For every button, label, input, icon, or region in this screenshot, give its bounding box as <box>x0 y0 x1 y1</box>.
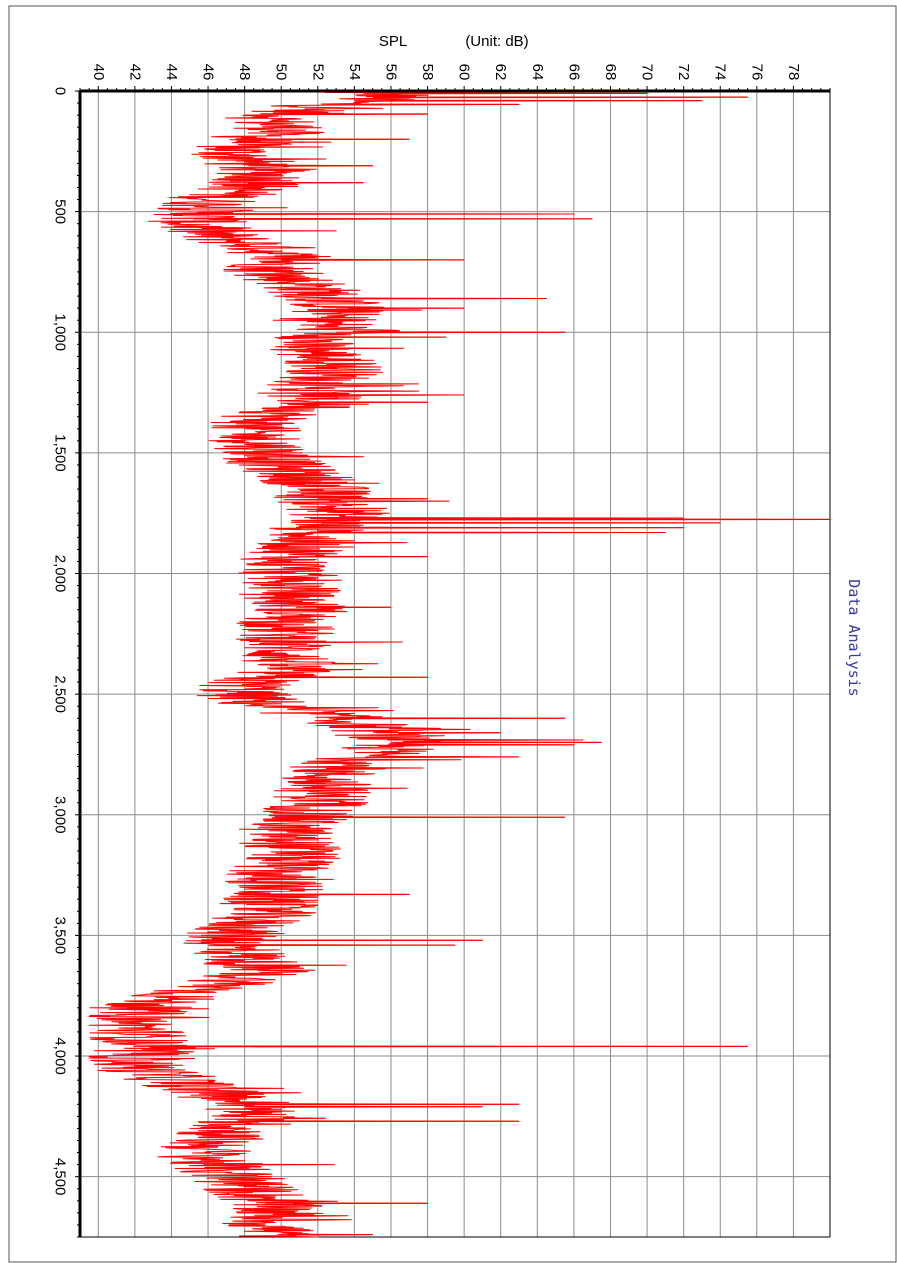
outer-frame <box>8 5 897 1263</box>
time-tick-label: 3,000 <box>52 796 69 834</box>
time-tick-label: 3,500 <box>52 917 69 955</box>
spl-tick-label: 70 <box>639 64 656 81</box>
page-border <box>8 5 897 1263</box>
spl-tick-label: 60 <box>456 64 473 81</box>
spl-series <box>88 90 831 1238</box>
time-tick-label: 2,000 <box>52 555 69 593</box>
spl-tick-label: 56 <box>382 64 399 81</box>
spl-tick-label: 68 <box>602 64 619 81</box>
unit-label: (Unit: dB) <box>465 33 528 50</box>
spl-tick-label: 76 <box>748 64 765 81</box>
spl-tick-label: 66 <box>565 64 582 81</box>
axis-title-spl: SPL <box>379 33 407 50</box>
time-tick-label: 4,500 <box>52 1158 69 1196</box>
tick-labels: 40 42 44 46 48 50 52 54 56 58 60 62 64 66 68 70 72 74 76 78… <box>52 64 802 1196</box>
spl-tick-label: 62 <box>492 64 509 81</box>
spl-tick-label: 64 <box>529 64 546 81</box>
time-tick-label: 2,500 <box>52 675 69 713</box>
spl-tick-label: 46 <box>200 64 217 81</box>
spl-tick-label: 48 <box>236 64 253 81</box>
side-label: Data Analysis <box>845 579 863 696</box>
time-tick-label: 0 <box>52 87 69 95</box>
spl-tick-label: 44 <box>163 64 180 81</box>
spl-tick-label: 52 <box>309 64 326 81</box>
spl-tick-label: 58 <box>419 64 436 81</box>
spl-tick-label: 54 <box>346 64 363 81</box>
time-tick-label: 4,000 <box>52 1037 69 1075</box>
spl-tick-label: 42 <box>126 64 143 81</box>
time-tick-label: 500 <box>52 199 69 224</box>
time-tick-label: 1,000 <box>52 313 69 351</box>
spl-tick-label: 50 <box>273 64 290 81</box>
spl-tick-label: 74 <box>712 64 729 81</box>
time-tick-label: 1,500 <box>52 434 69 472</box>
axes <box>75 86 831 1238</box>
spl-tick-label: 72 <box>675 64 692 81</box>
spl-tick-label: 78 <box>785 64 802 81</box>
spl-tick-label: 40 <box>90 64 107 81</box>
